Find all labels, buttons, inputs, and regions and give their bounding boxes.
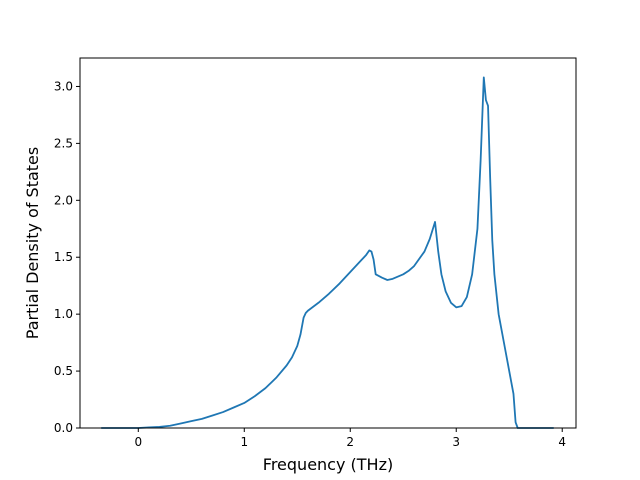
y-tick-label: 0.0 bbox=[54, 421, 73, 435]
plot-frame bbox=[79, 57, 577, 429]
y-tick-label: 1.0 bbox=[54, 307, 73, 321]
x-ticks: 0 1 2 3 4 bbox=[134, 428, 566, 449]
x-axis-label: Frequency (THz) bbox=[263, 455, 393, 474]
y-tick-label: 3.0 bbox=[54, 79, 73, 93]
x-tick-label: 2 bbox=[346, 435, 354, 449]
y-tick-label: 2.5 bbox=[54, 136, 73, 150]
x-tick-label: 0 bbox=[134, 435, 142, 449]
x-tick-label: 3 bbox=[452, 435, 460, 449]
y-tick-label: 2.0 bbox=[54, 193, 73, 207]
y-tick-label: 1.5 bbox=[54, 250, 73, 264]
series-line-0 bbox=[101, 76, 554, 429]
series-layer bbox=[101, 76, 554, 429]
x-tick-label: 4 bbox=[558, 435, 566, 449]
y-ticks: 0.0 0.5 1.0 1.5 2.0 2.5 3.0 bbox=[54, 79, 80, 435]
y-tick-label: 0.5 bbox=[54, 364, 73, 378]
x-tick-label: 1 bbox=[240, 435, 248, 449]
y-axis-label: Partial Density of States bbox=[23, 147, 42, 339]
